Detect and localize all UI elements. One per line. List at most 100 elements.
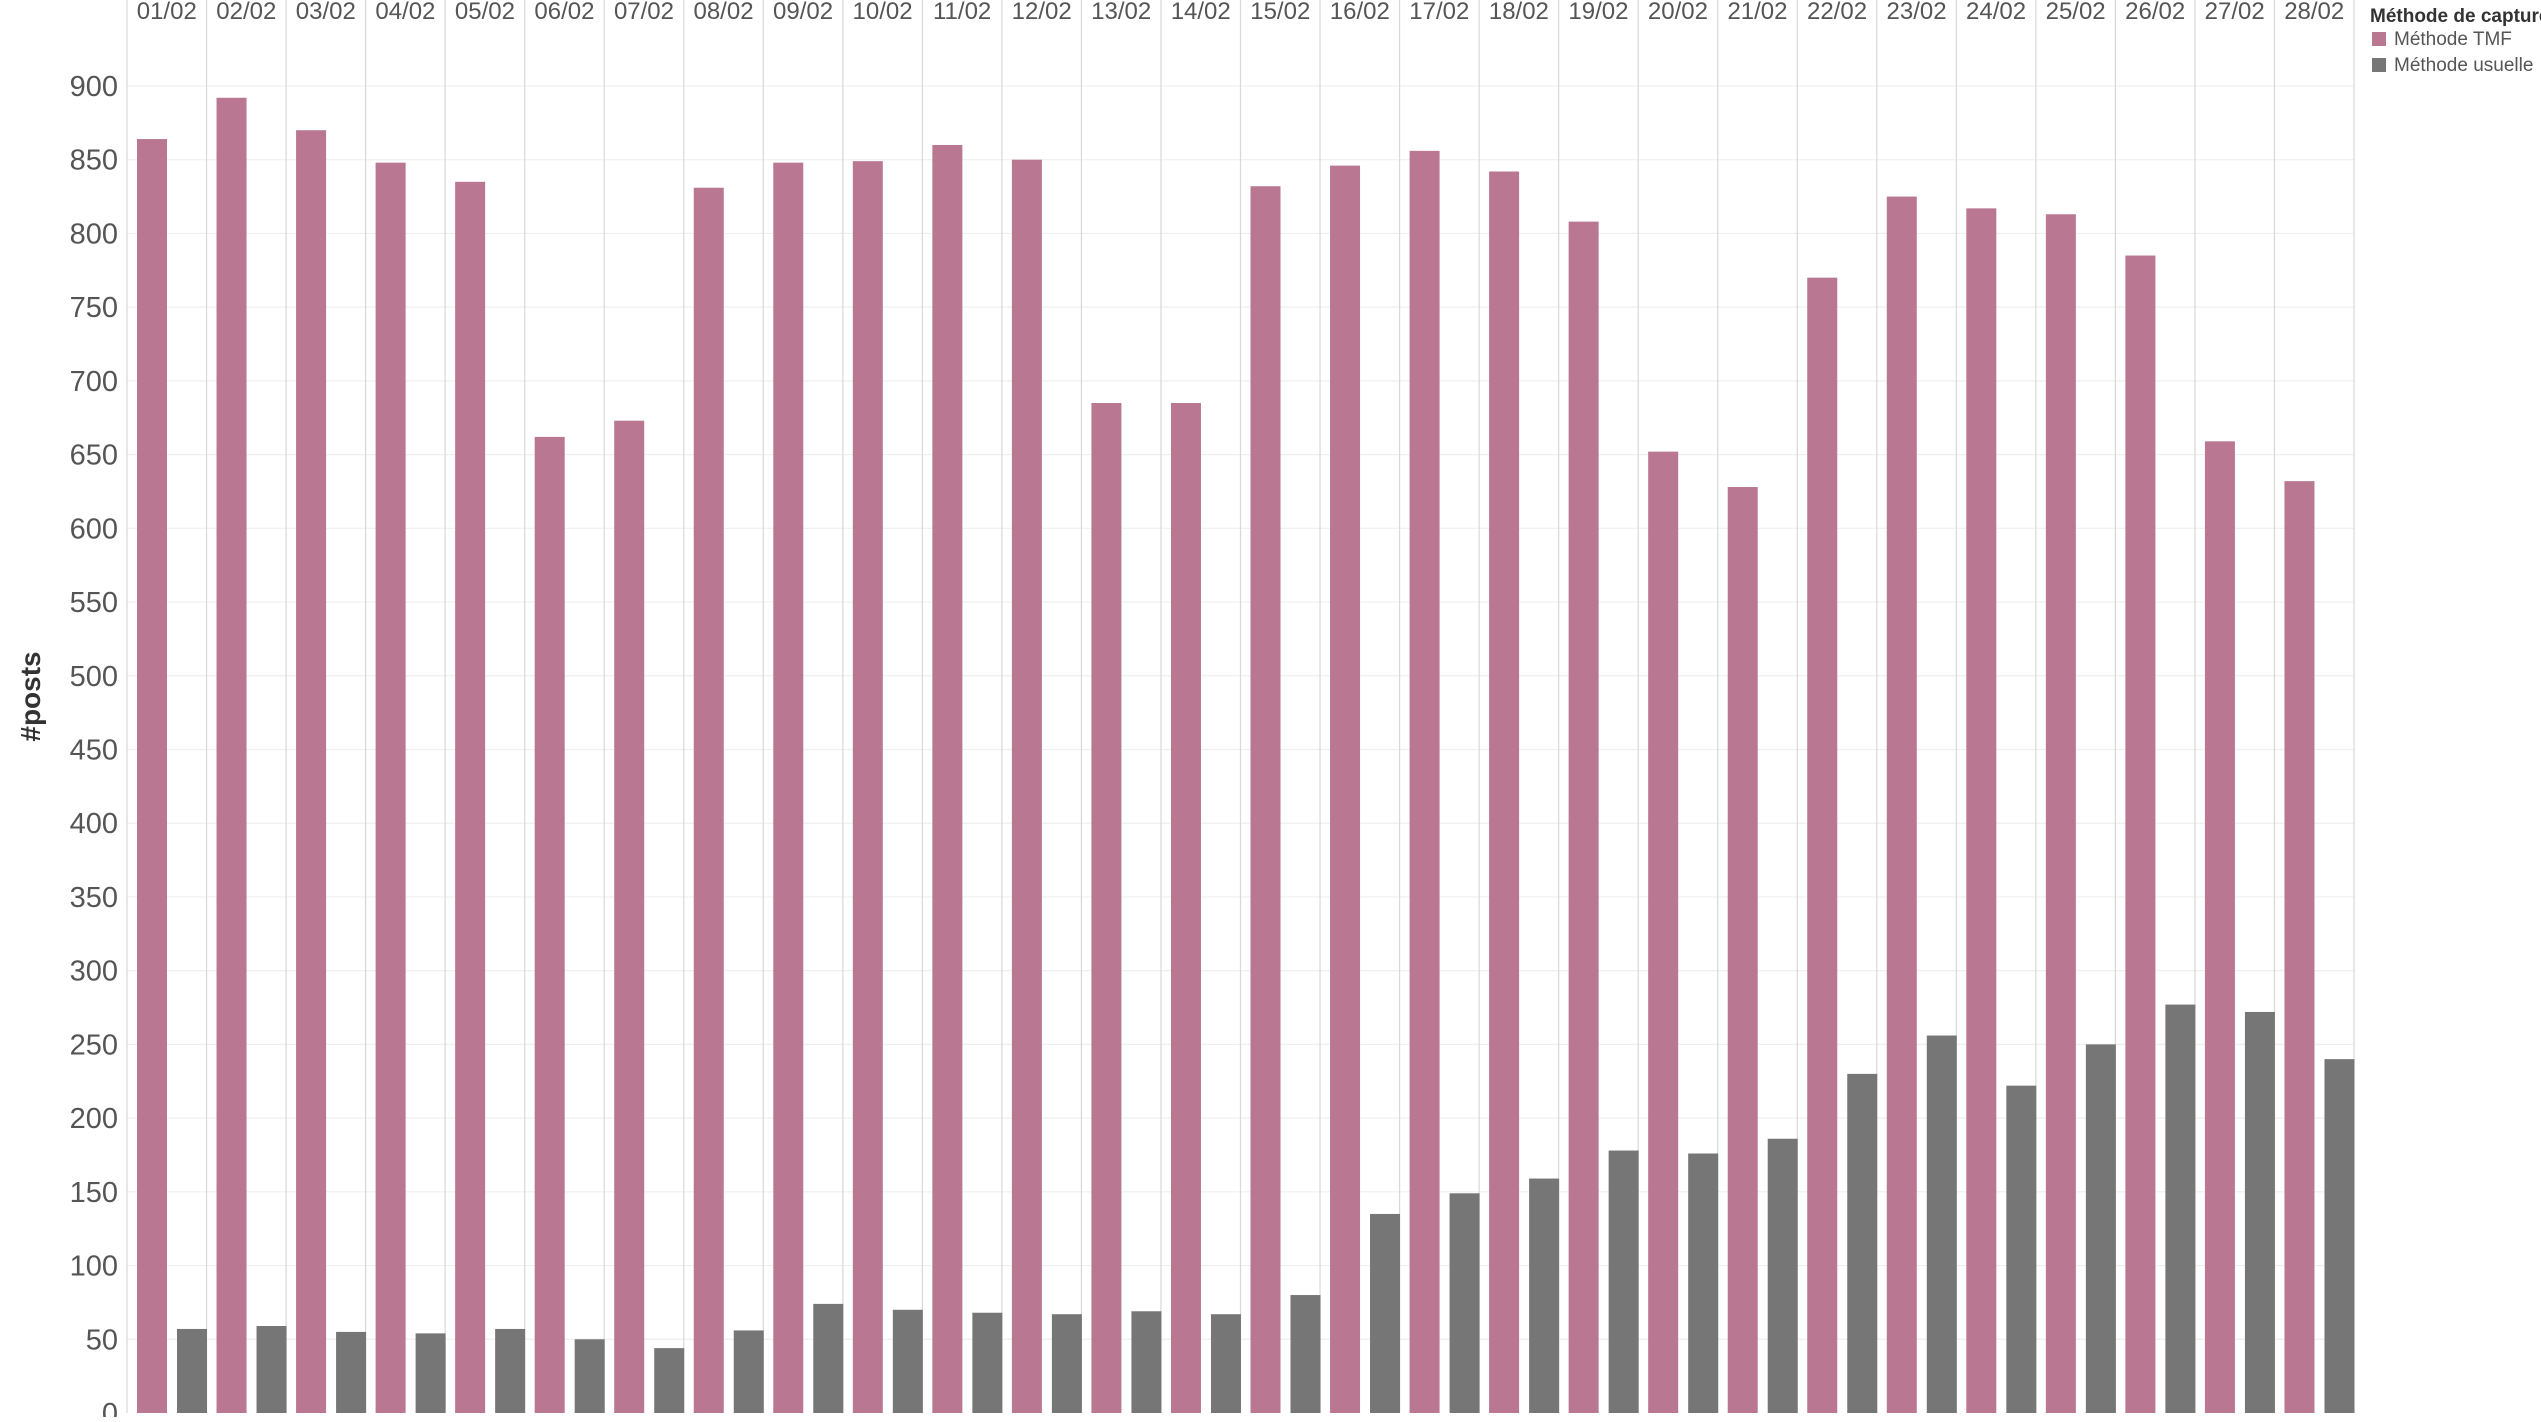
bar-tmf xyxy=(216,97,247,1414)
bar-tmf xyxy=(1409,150,1440,1413)
x-tick-label: 11/02 xyxy=(933,0,991,25)
bar-tmf xyxy=(1330,165,1361,1414)
x-tick-label: 26/02 xyxy=(2125,0,2185,25)
y-tick-label: 700 xyxy=(70,366,118,398)
bar-usuelle xyxy=(1290,1295,1321,1413)
bar-tmf xyxy=(852,161,883,1413)
bar-usuelle xyxy=(336,1331,367,1413)
bar-usuelle xyxy=(1210,1314,1241,1413)
x-tick-label: 13/02 xyxy=(1091,0,1151,25)
y-tick-label: 350 xyxy=(70,882,118,914)
bar-tmf xyxy=(1011,159,1042,1413)
y-tick-label: 100 xyxy=(70,1251,118,1283)
bar-usuelle xyxy=(1131,1311,1162,1413)
x-tick-label: 16/02 xyxy=(1330,0,1390,25)
x-tick-label: 20/02 xyxy=(1648,0,1708,25)
x-tick-label: 03/02 xyxy=(296,0,356,25)
bar-tmf xyxy=(1489,171,1520,1413)
y-tick-label: 450 xyxy=(70,734,118,766)
y-tick-label: 900 xyxy=(70,71,118,103)
bar-usuelle xyxy=(1051,1314,1082,1413)
bar-usuelle xyxy=(972,1312,1003,1413)
bar-usuelle xyxy=(1926,1035,1957,1413)
bar-usuelle xyxy=(2244,1011,2275,1413)
bar-tmf xyxy=(534,436,565,1414)
bar-usuelle xyxy=(654,1348,685,1413)
x-tick-label: 24/02 xyxy=(1966,0,2026,25)
legend-swatch xyxy=(2372,58,2386,72)
legend-title: Méthode de capture xyxy=(2370,6,2541,27)
y-tick-label: 500 xyxy=(70,661,118,693)
bar-usuelle xyxy=(574,1339,605,1413)
bar-usuelle xyxy=(2085,1044,2116,1413)
bar-tmf xyxy=(1568,221,1599,1414)
y-axis-title: #posts xyxy=(15,651,46,741)
bar-tmf xyxy=(1807,277,1838,1414)
bar-tmf xyxy=(1170,402,1201,1413)
bar-usuelle xyxy=(1449,1193,1480,1413)
x-tick-label: 14/02 xyxy=(1171,0,1231,25)
bar-tmf xyxy=(2045,214,2076,1413)
bar-tmf xyxy=(2204,441,2235,1413)
y-tick-label: 800 xyxy=(70,218,118,250)
bar-tmf xyxy=(2284,481,2315,1413)
y-tick-label: 400 xyxy=(70,808,118,840)
bar-tmf xyxy=(1886,196,1917,1413)
bar-tmf xyxy=(455,181,486,1414)
bar-tmf xyxy=(693,187,724,1413)
x-tick-label: 15/02 xyxy=(1250,0,1310,25)
bar-usuelle xyxy=(2006,1085,2037,1413)
bar-tmf xyxy=(1648,451,1679,1413)
x-tick-label: 09/02 xyxy=(773,0,833,25)
bar-tmf xyxy=(614,420,645,1413)
x-tick-label: 02/02 xyxy=(216,0,276,25)
bar-tmf xyxy=(1727,487,1758,1413)
y-tick-label: 850 xyxy=(70,145,118,177)
bar-usuelle xyxy=(2165,1004,2196,1413)
legend-entry: Méthode usuelle xyxy=(2394,55,2533,76)
bar-usuelle xyxy=(495,1328,526,1413)
x-tick-label: 27/02 xyxy=(2205,0,2265,25)
bar-usuelle xyxy=(892,1309,923,1413)
bar-tmf xyxy=(1091,402,1122,1413)
x-tick-label: 23/02 xyxy=(1887,0,1947,25)
y-tick-label: 600 xyxy=(70,513,118,545)
x-tick-label: 21/02 xyxy=(1727,0,1787,25)
y-tick-label: 650 xyxy=(70,440,118,472)
legend-swatch xyxy=(2372,32,2386,46)
x-tick-label: 28/02 xyxy=(2284,0,2344,25)
y-tick-label: 200 xyxy=(70,1103,118,1135)
x-tick-label: 07/02 xyxy=(614,0,674,25)
x-tick-label: 08/02 xyxy=(693,0,753,25)
bar-tmf xyxy=(932,144,963,1414)
y-tick-label: 550 xyxy=(70,587,118,619)
bar-usuelle xyxy=(1529,1178,1560,1413)
x-tick-label: 12/02 xyxy=(1012,0,1072,25)
bar-usuelle xyxy=(813,1303,844,1413)
x-tick-label: 22/02 xyxy=(1807,0,1867,25)
bar-tmf xyxy=(1966,208,1997,1413)
bar-tmf xyxy=(296,130,327,1413)
y-tick-label: 50 xyxy=(86,1324,118,1356)
bar-usuelle xyxy=(2324,1059,2355,1413)
x-tick-label: 25/02 xyxy=(2046,0,2106,25)
bar-usuelle xyxy=(1767,1138,1798,1413)
bar-usuelle xyxy=(256,1326,287,1413)
x-tick-label: 18/02 xyxy=(1489,0,1549,25)
x-tick-label: 19/02 xyxy=(1568,0,1628,25)
x-tick-label: 01/02 xyxy=(137,0,197,25)
bar-usuelle xyxy=(177,1328,207,1413)
x-tick-label: 05/02 xyxy=(455,0,515,25)
bar-tmf xyxy=(137,139,167,1413)
y-tick-label: 0 xyxy=(102,1398,118,1417)
y-tick-label: 300 xyxy=(70,956,118,988)
bar-usuelle xyxy=(733,1330,764,1413)
x-tick-label: 17/02 xyxy=(1409,0,1469,25)
x-tick-label: 10/02 xyxy=(853,0,913,25)
bar-usuelle xyxy=(1608,1150,1639,1413)
bar-tmf xyxy=(2125,255,2156,1413)
bar-usuelle xyxy=(415,1333,446,1413)
bar-usuelle xyxy=(1847,1073,1878,1413)
bar-tmf xyxy=(1250,186,1281,1413)
